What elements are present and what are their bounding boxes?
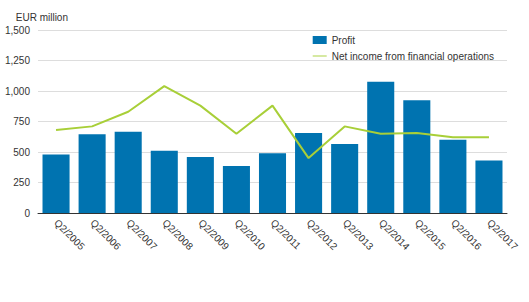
svg-text:Q2/2014: Q2/2014 [377, 217, 412, 252]
svg-text:Q2/2012: Q2/2012 [305, 217, 340, 252]
svg-text:1,250: 1,250 [5, 55, 30, 66]
svg-text:Q2/2013: Q2/2013 [341, 217, 376, 252]
svg-text:1,500: 1,500 [5, 25, 30, 36]
svg-text:1,000: 1,000 [5, 86, 30, 97]
svg-text:Q2/2015: Q2/2015 [413, 217, 448, 252]
svg-text:Q2/2017: Q2/2017 [485, 217, 520, 252]
svg-text:Q2/2008: Q2/2008 [160, 217, 195, 252]
svg-text:750: 750 [13, 116, 30, 127]
svg-text:Q2/2016: Q2/2016 [449, 217, 484, 252]
svg-text:500: 500 [13, 147, 30, 158]
svg-text:0: 0 [24, 208, 30, 219]
svg-text:EUR million: EUR million [16, 12, 68, 23]
svg-text:Profit: Profit [332, 35, 356, 46]
svg-text:Q2/2011: Q2/2011 [269, 217, 304, 252]
svg-text:Net income from financial oper: Net income from financial operations [332, 51, 494, 62]
svg-text:Q2/2007: Q2/2007 [124, 217, 159, 252]
svg-text:250: 250 [13, 177, 30, 188]
svg-text:Q2/2009: Q2/2009 [196, 217, 231, 252]
svg-text:Q2/2005: Q2/2005 [52, 217, 87, 252]
svg-text:Q2/2006: Q2/2006 [88, 217, 123, 252]
svg-text:Q2/2010: Q2/2010 [233, 217, 268, 252]
